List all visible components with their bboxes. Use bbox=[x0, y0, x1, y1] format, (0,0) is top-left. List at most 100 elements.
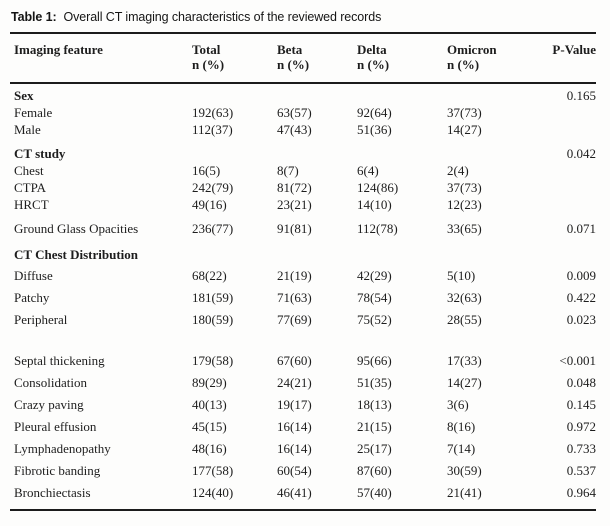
table-row: CT study 0.042 bbox=[10, 138, 596, 162]
cell-feature: HRCT bbox=[14, 197, 49, 212]
cell-feature: Ground Glass Opacities bbox=[14, 221, 139, 236]
table-row: CTPA 242(79) 81(72) 124(86) 37(73) bbox=[10, 179, 596, 196]
cell-beta: 60(54) bbox=[277, 463, 312, 478]
column-header-feature: Imaging feature bbox=[10, 34, 192, 84]
cell-omicron: 2(4) bbox=[447, 163, 469, 178]
cell-omicron: 7(14) bbox=[447, 441, 476, 456]
cell-beta bbox=[277, 83, 357, 104]
cell-pval: 0.048 bbox=[566, 375, 596, 390]
cell-omicron: 12(23) bbox=[447, 197, 482, 212]
cell-omicron bbox=[447, 238, 531, 263]
cell-feature: Septal thickening bbox=[14, 353, 105, 368]
cell-omicron: 5(10) bbox=[447, 268, 476, 283]
cell-total: 45(15) bbox=[192, 419, 227, 434]
cell-pval: 0.537 bbox=[566, 463, 596, 478]
cell-omicron: 37(73) bbox=[447, 105, 482, 120]
cell-beta: 21(19) bbox=[277, 268, 312, 283]
cell-feature: Bronchiectasis bbox=[10, 480, 192, 511]
cell-pval: 0.733 bbox=[566, 441, 596, 456]
table-row: Sex 0.165 bbox=[10, 83, 596, 104]
cell-omicron: 30(59) bbox=[447, 463, 482, 478]
cell-total: 40(13) bbox=[192, 397, 227, 412]
cell-delta: 57(40) bbox=[357, 480, 447, 511]
cell-beta: 19(17) bbox=[277, 397, 312, 412]
cell-beta: 77(69) bbox=[277, 312, 312, 327]
cell-pval: 0.165 bbox=[566, 88, 596, 103]
cell-delta: 18(13) bbox=[357, 397, 392, 412]
table-row: Fibrotic banding 177(58) 60(54) 87(60) 30(59… bbox=[10, 458, 596, 480]
cell-total bbox=[192, 238, 277, 263]
cell-beta: 16(14) bbox=[277, 441, 312, 456]
cell-total: 49(16) bbox=[192, 197, 227, 212]
cell-total: 89(29) bbox=[192, 375, 227, 390]
cell-total: 48(16) bbox=[192, 441, 227, 456]
cell-total: 242(79) bbox=[192, 180, 234, 195]
cell-feature: Fibrotic banding bbox=[14, 463, 101, 478]
cell-beta: 46(41) bbox=[277, 480, 357, 511]
cell-pval: 0.009 bbox=[566, 268, 596, 283]
table-caption: Table 1: Overall CT imaging characteristi… bbox=[10, 9, 596, 25]
cell-feature: CTPA bbox=[14, 180, 47, 195]
cell-feature: CT Chest Distribution bbox=[14, 247, 139, 262]
cell-delta: 21(15) bbox=[357, 419, 392, 434]
cell-total: 181(59) bbox=[192, 290, 234, 305]
cell-pval: 0.023 bbox=[566, 312, 596, 327]
cell-beta: 23(21) bbox=[277, 197, 312, 212]
cell-omicron: 21(41) bbox=[447, 480, 531, 511]
cell-omicron: 14(27) bbox=[447, 122, 482, 137]
cell-delta: 51(35) bbox=[357, 375, 392, 390]
table-row: Chest 16(5) 8(7) 6(4) 2(4) bbox=[10, 162, 596, 179]
cell-total: 177(58) bbox=[192, 463, 234, 478]
cell-delta bbox=[357, 238, 447, 263]
cell-feature: Female bbox=[14, 105, 53, 120]
table-row: Ground Glass Opacities 236(77) 91(81) 112(7… bbox=[10, 213, 596, 238]
cell-feature: Male bbox=[14, 122, 41, 137]
table-header: Imaging feature Total n (%) Beta n (%) Delta n… bbox=[10, 34, 596, 84]
cell-pval bbox=[531, 238, 596, 263]
cell-feature: Peripheral bbox=[14, 312, 68, 327]
cell-omicron bbox=[447, 83, 531, 104]
cell-pval: <0.001 bbox=[559, 353, 596, 368]
cell-delta: 87(60) bbox=[357, 463, 392, 478]
cell-omicron bbox=[447, 138, 531, 162]
table-row: Lymphadenopathy 48(16) 16(14) 25(17) 7(14) 0.… bbox=[10, 436, 596, 458]
cell-feature: Crazy paving bbox=[14, 397, 84, 412]
cell-total: 124(40) bbox=[192, 480, 277, 511]
cell-delta: 14(10) bbox=[357, 197, 392, 212]
table-row: Peripheral 180(59) 77(69) 75(52) 28(55) 0.023 bbox=[10, 307, 596, 329]
cell-beta bbox=[277, 238, 357, 263]
column-header-beta: Beta n (%) bbox=[277, 34, 357, 84]
column-header-delta: Delta n (%) bbox=[357, 34, 447, 84]
cell-beta: 63(57) bbox=[277, 105, 312, 120]
cell-omicron: 3(6) bbox=[447, 397, 469, 412]
cell-delta: 92(64) bbox=[357, 105, 392, 120]
cell-beta bbox=[277, 138, 357, 162]
cell-delta: 112(78) bbox=[357, 221, 398, 236]
cell-delta: 42(29) bbox=[357, 268, 392, 283]
table-row: Male 112(37) 47(43) 51(36) 14(27) bbox=[10, 121, 596, 138]
table-row: Diffuse 68(22) 21(19) 42(29) 5(10) 0.009 bbox=[10, 263, 596, 285]
table-row: Pleural effusion 45(15) 16(14) 21(15) 8(16) 0… bbox=[10, 414, 596, 436]
cell-delta: 51(36) bbox=[357, 122, 392, 137]
table-row: Female 192(63) 63(57) 92(64) 37(73) bbox=[10, 104, 596, 121]
cell-total: 68(22) bbox=[192, 268, 227, 283]
cell-delta: 25(17) bbox=[357, 441, 392, 456]
cell-total: 112(37) bbox=[192, 122, 233, 137]
cell-feature: CT study bbox=[14, 146, 66, 161]
table-row: Bronchiectasis 124(40) 46(41) 57(40) 21(41) 0… bbox=[10, 480, 596, 511]
cell-omicron: 17(33) bbox=[447, 353, 482, 368]
table-row: Patchy 181(59) 71(63) 78(54) 32(63) 0.422 bbox=[10, 285, 596, 307]
cell-beta: 16(14) bbox=[277, 419, 312, 434]
cell-omicron: 14(27) bbox=[447, 375, 482, 390]
cell-omicron: 32(63) bbox=[447, 290, 482, 305]
table-caption-number: Table 1: bbox=[11, 10, 57, 24]
cell-omicron: 37(73) bbox=[447, 180, 482, 195]
cell-delta bbox=[357, 83, 447, 104]
cell-pval bbox=[531, 179, 596, 196]
cell-total: 179(58) bbox=[192, 353, 234, 368]
top-rule bbox=[10, 32, 596, 34]
cell-beta: 67(60) bbox=[277, 353, 312, 368]
cell-feature: Chest bbox=[14, 163, 44, 178]
cell-feature: Diffuse bbox=[14, 268, 53, 283]
cell-total: 16(5) bbox=[192, 163, 221, 178]
